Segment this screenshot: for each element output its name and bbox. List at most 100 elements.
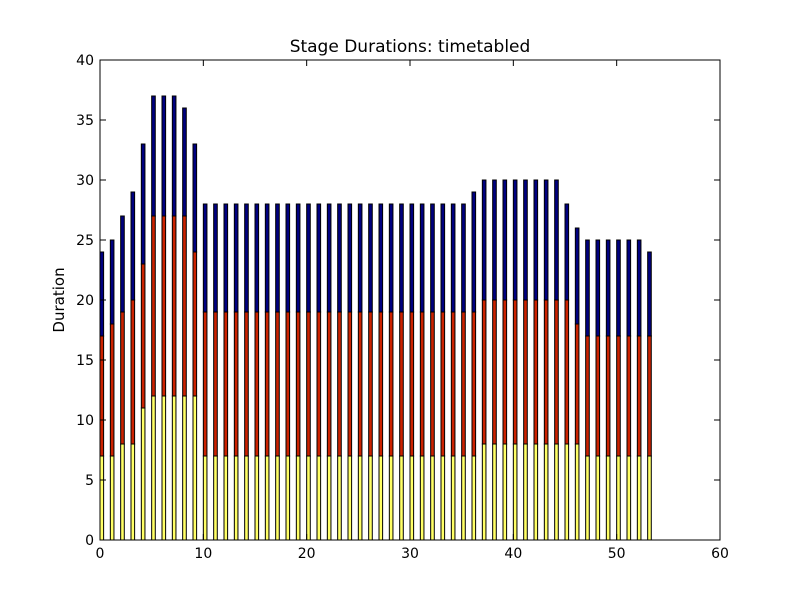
- bar-series1-x37: [481, 299, 487, 445]
- y-tick-label: 35: [76, 113, 94, 129]
- bar-series2-x35: [461, 203, 466, 313]
- bar-series0-x31: [419, 455, 425, 541]
- y-tick-label: 25: [76, 233, 94, 249]
- bar-series0-x34: [450, 455, 456, 541]
- bar-series0-x43: [543, 443, 549, 541]
- bar-series0-x20: [306, 455, 311, 541]
- bar-series2-x2: [120, 215, 125, 313]
- bar-series2-x11: [213, 203, 218, 313]
- plot-frame: [99, 59, 721, 541]
- bar-series1-x14: [244, 311, 249, 457]
- y-tick-label: 10: [76, 413, 94, 429]
- bar-series1-x45: [564, 299, 570, 445]
- bar-series0-x29: [399, 455, 404, 541]
- bar-series0-x28: [388, 455, 394, 541]
- bar-series0-x5: [151, 395, 156, 541]
- y-tick-label: 30: [76, 173, 94, 189]
- bar-series2-x1: [109, 239, 115, 325]
- bar-series1-x30: [409, 311, 415, 457]
- bar-series2-x34: [450, 203, 456, 313]
- bar-series1-x6: [161, 215, 167, 397]
- bar-series2-x42: [533, 179, 539, 301]
- bar-series2-x49: [605, 239, 611, 337]
- bar-series2-x8: [182, 107, 187, 217]
- bar-series1-x52: [636, 335, 642, 457]
- bar-series0-x10: [202, 455, 208, 541]
- bar-series0-x39: [502, 443, 508, 541]
- y-tick-label: 40: [76, 53, 94, 69]
- bar-series2-x23: [337, 203, 342, 313]
- bar-series1-x23: [337, 311, 342, 457]
- bar-series1-x50: [616, 335, 621, 457]
- bar-series0-x46: [574, 443, 580, 541]
- bar-series2-x26: [368, 203, 373, 313]
- bar-series0-x53: [647, 455, 652, 541]
- bar-series1-x10: [202, 311, 208, 457]
- bar-series1-x34: [450, 311, 456, 457]
- bar-series0-x18: [285, 455, 291, 541]
- bar-series1-x17: [275, 311, 280, 457]
- bar-series0-x22: [326, 455, 332, 541]
- bar-series0-x44: [554, 443, 559, 541]
- bar-series2-x25: [357, 203, 363, 313]
- ticks: 0 10 20 30 40 50 60 0 5 10 15 20 25 30 35 40: [76, 53, 729, 562]
- bar-series1-x31: [419, 311, 425, 457]
- bar-series0-x23: [337, 455, 342, 541]
- bar-series0-x41: [523, 443, 528, 541]
- bar-series0-x52: [636, 455, 642, 541]
- x-tick-label: 60: [711, 546, 729, 562]
- bar-series0-x30: [409, 455, 415, 541]
- bars: [99, 95, 652, 541]
- bar-series2-x4: [140, 143, 146, 265]
- bar-series0-x15: [254, 455, 260, 541]
- bar-series1-x2: [120, 311, 125, 445]
- bar-series1-x47: [585, 335, 590, 457]
- bar-series2-x41: [523, 179, 528, 301]
- bar-series1-x22: [326, 311, 332, 457]
- bar-series1-x1: [109, 323, 115, 457]
- bar-series0-x7: [171, 395, 177, 541]
- bar-series2-x38: [492, 179, 497, 301]
- bar-series1-x15: [254, 311, 260, 457]
- bar-series0-x13: [233, 455, 239, 541]
- bar-series0-x14: [244, 455, 249, 541]
- bar-series1-x18: [285, 311, 291, 457]
- bar-series0-x1: [109, 455, 115, 541]
- bar-series1-x51: [626, 335, 632, 457]
- bar-series0-x45: [564, 443, 570, 541]
- bar-series1-x38: [492, 299, 497, 445]
- bar-series2-x50: [616, 239, 621, 337]
- x-tick-label: 20: [298, 546, 316, 562]
- bar-series0-x8: [182, 395, 187, 541]
- bar-series2-x21: [316, 203, 322, 313]
- bar-series2-x36: [471, 191, 477, 313]
- x-tick-label: 0: [96, 546, 105, 562]
- bar-series1-x26: [368, 311, 373, 457]
- x-tick-label: 50: [608, 546, 626, 562]
- bar-series2-x46: [574, 227, 580, 325]
- bar-series1-x29: [399, 311, 404, 457]
- y-tick-label: 0: [85, 533, 94, 549]
- bar-series1-x49: [605, 335, 611, 457]
- bar-series0-x11: [213, 455, 218, 541]
- bar-series2-x47: [585, 239, 590, 337]
- bar-series2-x30: [409, 203, 415, 313]
- bar-series2-x7: [171, 95, 177, 217]
- y-tick-label: 15: [76, 353, 94, 369]
- bar-series1-x3: [130, 299, 136, 445]
- bar-series0-x26: [368, 455, 373, 541]
- bar-series2-x52: [636, 239, 642, 337]
- bar-series0-x19: [295, 455, 301, 541]
- bar-series2-x5: [151, 95, 156, 217]
- y-tick-label: 5: [85, 473, 94, 489]
- bar-series1-x36: [471, 311, 477, 457]
- bar-series0-x12: [223, 455, 229, 541]
- bar-series1-x16: [264, 311, 270, 457]
- bar-series0-x3: [130, 443, 136, 541]
- bar-series0-x27: [378, 455, 384, 541]
- bar-series1-x32: [430, 311, 435, 457]
- bar-series1-x7: [171, 215, 177, 397]
- bar-series1-x21: [316, 311, 322, 457]
- bar-series2-x45: [564, 203, 570, 301]
